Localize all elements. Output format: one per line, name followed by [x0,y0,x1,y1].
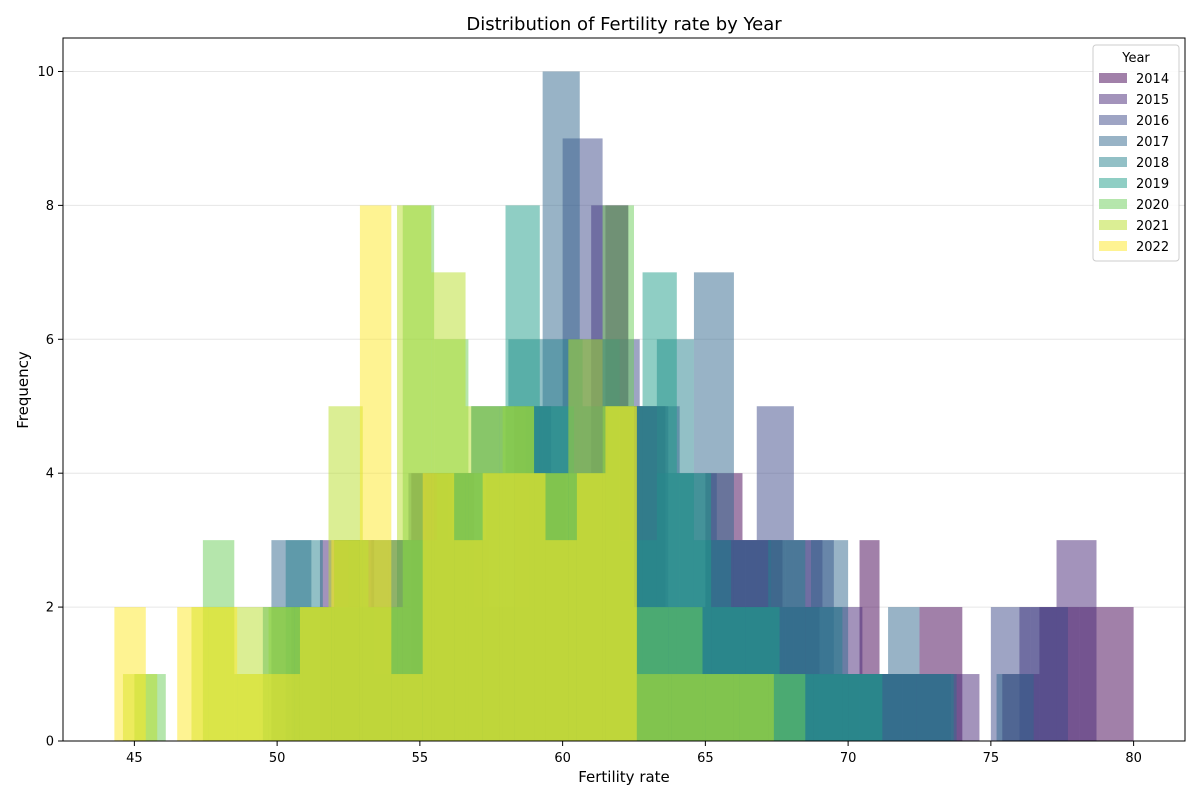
x-tick-label-60: 60 [554,751,571,766]
legend-label-2020: 2020 [1136,198,1169,213]
bar-2017-19 [996,674,1034,741]
bar-2022-5 [268,674,300,741]
bar-2022-11 [454,540,483,741]
bar-2022-10 [422,473,455,741]
x-tick-label-70: 70 [840,751,857,766]
bar-2022-2 [177,607,209,741]
legend-label-2016: 2016 [1136,114,1169,129]
legend-swatch-2022 [1099,241,1127,251]
bar-2022-3 [208,607,238,741]
chart-title: Distribution of Fertility rate by Year [466,14,782,35]
legend-swatch-2021 [1099,220,1127,230]
bar-2020-19 [768,674,806,741]
y-tick-label-4: 4 [46,467,54,482]
x-tick-label-80: 80 [1125,751,1142,766]
legend-label-2014: 2014 [1136,72,1169,87]
bar-2022-9 [391,674,423,741]
legend-swatch-2015 [1099,94,1127,104]
y-axis-label: Frequency [14,351,32,429]
legend-label-2018: 2018 [1136,156,1169,171]
y-tick-label-2: 2 [46,601,54,616]
legend: Year 2014 2015 2016 2017 2018 2019 2020 2021 202… [1092,44,1180,262]
x-tick-label-45: 45 [126,751,143,766]
bar-2022-8 [359,205,392,741]
bar-2018-16 [879,674,917,741]
x-axis-ticks: 45 50 55 60 65 70 75 80 [126,741,1142,766]
legend-label-2022: 2022 [1136,240,1169,255]
bar-2019-17 [848,674,883,741]
bar-2022-7 [331,540,360,741]
histogram-bars [114,71,1134,741]
x-tick-label-75: 75 [983,751,1000,766]
legend-swatch-2016 [1099,115,1127,125]
bar-2022-12 [482,473,515,741]
bar-2022-14 [545,540,577,741]
bar-2016-19 [1030,607,1068,741]
legend-label-2017: 2017 [1136,135,1169,150]
y-tick-label-8: 8 [46,199,54,214]
bar-2022-13 [514,473,546,741]
legend-title: Year [1121,51,1150,66]
bar-2019-16 [813,674,849,741]
bar-2022-15 [576,473,606,741]
legend-label-2021: 2021 [1136,219,1169,234]
bar-2018-17 [916,674,954,741]
bar-2022-6 [299,607,332,741]
legend-swatch-2020 [1099,199,1127,209]
y-axis-ticks: 0 2 4 6 8 10 [37,65,63,750]
bar-2021-18 [739,674,774,741]
bar-2022-0 [114,607,146,741]
bar-2022-4 [237,674,269,741]
bar-2021-15 [636,674,672,741]
bar-2022-16 [605,406,637,741]
y-tick-label-6: 6 [46,333,54,348]
y-tick-label-0: 0 [46,735,54,750]
x-axis-label: Fertility rate [578,768,670,786]
x-tick-label-65: 65 [697,751,714,766]
x-tick-label-50: 50 [269,751,286,766]
bar-2021-17 [705,674,740,741]
legend-swatch-2017 [1099,136,1127,146]
legend-swatch-2014 [1099,73,1127,83]
legend-label-2019: 2019 [1136,177,1169,192]
y-tick-label-10: 10 [37,65,54,80]
legend-label-2015: 2015 [1136,93,1169,108]
bar-2021-16 [671,674,706,741]
x-tick-label-55: 55 [412,751,429,766]
plot-frame [62,37,1186,742]
series-2022 [114,205,637,741]
legend-swatch-2018 [1099,157,1127,167]
legend-swatch-2019 [1099,178,1127,188]
